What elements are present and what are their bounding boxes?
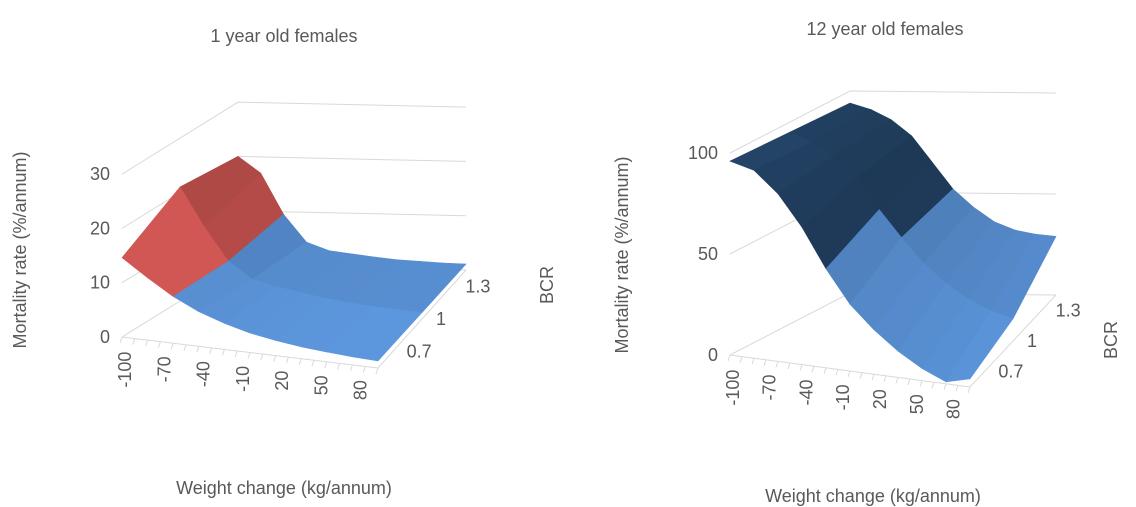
x-axis-label: Weight change (kg/annum)	[176, 478, 392, 498]
x-minor-tick	[943, 383, 947, 390]
x-minor-tick	[221, 349, 225, 356]
y-tick-label: 50	[698, 244, 718, 264]
x-minor-tick	[835, 369, 839, 376]
floor-edge	[969, 294, 1057, 388]
y-tick-labels: 0 50 100	[688, 143, 718, 365]
x-tick-labels: -100 -70 -40 -10 20 50 80	[115, 352, 371, 401]
y-axis-label: Mortality rate (%/annum)	[612, 156, 632, 353]
x-tick-label: -100	[115, 352, 135, 388]
gridline	[729, 90, 1057, 154]
x-minor-tick	[811, 366, 815, 373]
x-minor-tick	[157, 341, 161, 348]
y-tick-label: 0	[100, 327, 110, 347]
x-axis-label: Weight change (kg/annum)	[765, 486, 981, 506]
surface	[729, 102, 1057, 383]
x-minor-tick	[132, 338, 136, 345]
x-minor-tick	[362, 366, 366, 373]
x-minor-tick	[337, 363, 341, 370]
y-tick-label: 20	[90, 218, 110, 238]
x-minor-tick	[324, 361, 328, 368]
x-minor-tick	[183, 344, 187, 351]
z-tick-label: 1.3	[465, 276, 490, 296]
x-minor-tick	[234, 350, 238, 358]
y-tick-label: 100	[688, 143, 718, 163]
x-tick-label: 50	[907, 394, 927, 414]
z-axis-label: BCR	[537, 266, 557, 304]
x-minor-tick	[931, 382, 935, 389]
gridline	[121, 101, 467, 175]
x-tick-label: -100	[723, 370, 743, 406]
x-minor-tick	[298, 358, 302, 365]
x-minor-tick	[919, 380, 923, 387]
x-tick-label: 80	[351, 380, 371, 400]
z-tick-label: 1.3	[1056, 300, 1081, 320]
z-axis-label: BCR	[1101, 321, 1121, 359]
z-tick-labels: 0.71 1.3	[998, 300, 1080, 381]
x-minor-tick	[311, 360, 315, 367]
x-minor-tick	[907, 378, 911, 386]
x-minor-tick	[727, 354, 731, 362]
surface-patch	[351, 309, 423, 362]
surface	[121, 156, 467, 362]
z-tick-label: 1	[436, 309, 446, 329]
x-minor-tick	[823, 367, 827, 374]
z-tick-labels: 0.71 1.3	[407, 276, 491, 361]
x-tick-label: 20	[870, 389, 890, 409]
x-tick-label: -70	[760, 375, 780, 401]
x-tick-label: 50	[311, 375, 331, 395]
z-tick-label: 0.7	[407, 342, 432, 362]
x-tick-label: 80	[944, 399, 964, 419]
y-tick-label: 10	[90, 273, 110, 293]
x-minor-tick	[859, 372, 863, 379]
x-tick-label: -10	[233, 366, 253, 392]
x-minor-tick	[119, 336, 123, 344]
x-minor-tick	[871, 374, 875, 381]
x-tick-label: 20	[272, 371, 292, 391]
x-minor-tick	[145, 339, 149, 347]
x-tick-label: -10	[833, 384, 853, 410]
x-minor-tick	[895, 377, 899, 384]
x-minor-tick	[273, 355, 277, 362]
x-minor-tick	[349, 364, 353, 372]
y-tick-label: 0	[708, 345, 718, 365]
y-tick-labels: 0 10 20 30	[90, 164, 110, 347]
x-minor-tick	[775, 361, 779, 368]
x-minor-tick	[799, 364, 803, 371]
x-tick-labels: -100 -70 -40 -10 20 50 80	[723, 370, 964, 419]
x-minor-tick	[170, 343, 174, 350]
x-minor-tick	[247, 352, 251, 359]
x-minor-tick	[883, 375, 887, 382]
chart-title: 1 year old females	[210, 26, 357, 46]
y-axis-label: Mortality rate (%/annum)	[10, 151, 30, 348]
x-tick-label: -40	[194, 361, 214, 387]
x-minor-tick	[285, 356, 289, 364]
x-minor-tick	[955, 385, 959, 392]
y-tick-label: 30	[90, 164, 110, 184]
x-minor-tick	[763, 359, 767, 366]
floor-edge	[377, 269, 467, 369]
x-tick-label: -40	[796, 379, 816, 405]
x-minor-tick	[375, 367, 379, 375]
x-minor-tick	[209, 347, 213, 355]
x-minor-tick	[751, 358, 755, 365]
chart-title: 12 year old females	[806, 19, 963, 39]
x-tick-label: -70	[154, 356, 174, 382]
x-minor-tick	[739, 356, 743, 363]
x-minor-tick	[196, 346, 200, 353]
x-minor-tick	[967, 386, 971, 394]
z-tick-label: 1	[1027, 331, 1037, 351]
x-minor-tick	[787, 362, 791, 370]
z-tick-label: 0.7	[998, 362, 1023, 382]
x-minor-tick	[847, 370, 851, 378]
x-minor-tick	[260, 353, 264, 361]
surface-patch	[945, 310, 1014, 383]
